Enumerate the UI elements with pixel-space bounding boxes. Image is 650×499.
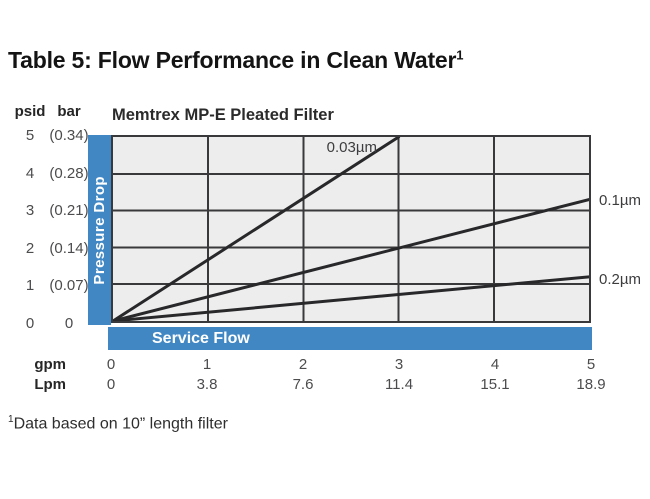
y-axis-title: Pressure Drop: [91, 175, 108, 285]
footnote-text: Data based on 10” length filter: [13, 415, 228, 433]
y-tick-bar: (0.21): [49, 202, 89, 220]
x-axis-unit-gpm: gpm: [34, 356, 66, 373]
y-tick-psid: 3: [25, 202, 35, 220]
page-title-superscript: 1: [456, 47, 464, 63]
y-tick-psid: 1: [25, 277, 35, 295]
x-tick-gpm: 3: [394, 356, 404, 373]
y-tick-psid: 4: [25, 164, 35, 182]
x-axis-title: Service Flow: [152, 330, 250, 347]
series-label-0.2µm: 0.2µm: [599, 270, 641, 288]
x-tick-gpm: 1: [202, 356, 212, 373]
y-axis-title-bar: Pressure Drop: [88, 135, 111, 325]
x-tick-lpm: 11.4: [384, 376, 414, 393]
y-tick-psid: 5: [25, 127, 35, 144]
series-label-0.03µm: 0.03µm: [326, 139, 377, 156]
series-line-0.2µm: [113, 275, 589, 321]
x-tick-lpm: 15.1: [480, 376, 510, 393]
series-line-0.03µm: [113, 137, 401, 321]
footnote-superscript: 1: [8, 414, 14, 425]
plot-canvas: [113, 137, 589, 321]
y-tick-psid: 2: [25, 239, 35, 257]
x-tick-gpm: 2: [298, 356, 308, 373]
y-axis-unit-psid: psid: [14, 103, 46, 120]
footnote: 1Data based on 10” length filter: [8, 414, 228, 433]
x-tick-lpm: 0: [106, 376, 116, 393]
series-label-0.1µm: 0.1µm: [599, 191, 641, 209]
y-tick-bar: 0: [64, 315, 74, 332]
y-tick-bar: (0.07): [49, 277, 89, 295]
x-tick-gpm: 0: [106, 356, 116, 373]
x-tick-gpm: 5: [586, 356, 596, 373]
y-tick-psid: 0: [25, 315, 35, 332]
y-tick-bar: (0.14): [49, 239, 89, 257]
y-tick-bar: (0.34): [49, 127, 89, 144]
x-tick-gpm: 4: [490, 356, 500, 373]
x-tick-lpm: 7.6: [292, 376, 314, 393]
x-tick-lpm: 18.9: [576, 376, 606, 393]
series-line-0.1µm: [113, 198, 589, 321]
x-axis-unit-lpm: Lpm: [34, 376, 66, 393]
page-title-text: Table 5: Flow Performance in Clean Water: [8, 47, 457, 73]
x-axis-title-bar: Service Flow: [108, 327, 592, 350]
page-title: Table 5: Flow Performance in Clean Water…: [8, 47, 464, 74]
x-tick-lpm: 3.8: [196, 376, 218, 393]
plot-area: [111, 135, 591, 323]
chart-title: Memtrex MP-E Pleated Filter: [112, 106, 334, 124]
y-tick-bar: (0.28): [49, 164, 89, 182]
y-axis-unit-bar: bar: [57, 103, 81, 120]
